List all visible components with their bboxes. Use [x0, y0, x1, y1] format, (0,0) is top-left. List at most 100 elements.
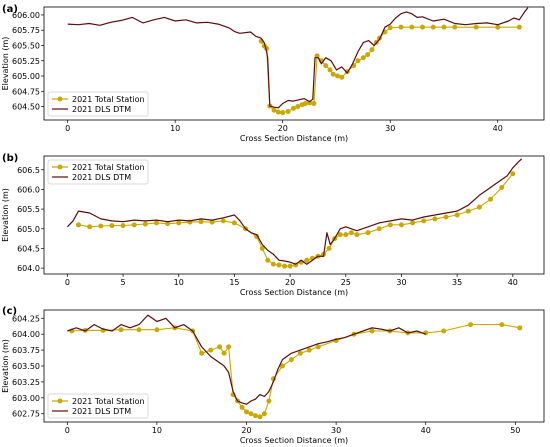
- legend-entry-label: 2021 Total Station: [72, 163, 145, 172]
- legend-box: [47, 91, 149, 117]
- data-point-total-station: [257, 414, 263, 420]
- data-point-total-station: [360, 55, 366, 61]
- x-tick-label: 35: [452, 278, 462, 287]
- panel-2: (b) 0 5 10 15 20 25 30 35 40 604.0 604.5 605.0 605.5 6…: [1, 153, 545, 297]
- data-point-total-station: [423, 330, 429, 336]
- y-tick-label: 603.50: [12, 362, 40, 371]
- data-point-total-station: [282, 263, 288, 269]
- data-point-total-station: [120, 223, 126, 229]
- y-tick-label: 604.5: [17, 244, 40, 253]
- x-axis-label: Cross Section Distance (m): [240, 436, 348, 445]
- x-tick-label: 20: [285, 278, 295, 287]
- y-tick-label: 605.0: [17, 225, 40, 234]
- x-axis-label: Cross Section Distance (m): [240, 134, 348, 143]
- x-axis-label: Cross Section Distance (m): [240, 288, 348, 297]
- x-tick-label: 10: [170, 124, 180, 133]
- data-point-total-station: [231, 220, 237, 226]
- data-point-total-station: [365, 52, 371, 58]
- data-point-total-station: [335, 73, 341, 79]
- data-point-total-station: [432, 216, 438, 222]
- data-point-total-station: [421, 218, 427, 224]
- data-point-total-station: [495, 24, 501, 30]
- y-tick-label: 604.0: [17, 264, 40, 273]
- y-tick-label: 603.25: [12, 378, 40, 387]
- data-point-total-station: [261, 411, 267, 417]
- data-point-total-station: [315, 344, 321, 350]
- panel-label: (b): [2, 153, 18, 164]
- data-point-total-station: [468, 322, 474, 328]
- x-tick-label: 40: [421, 426, 431, 435]
- data-point-total-station: [118, 327, 124, 333]
- x-tick-label: 0: [65, 278, 70, 287]
- y-tick-label: 605.5: [17, 205, 40, 214]
- data-point-total-station: [443, 214, 449, 220]
- data-point-total-station: [226, 344, 232, 350]
- data-point-total-station: [244, 409, 250, 415]
- y-tick-label: 605.50: [12, 41, 40, 50]
- data-point-total-station: [76, 222, 82, 228]
- data-point-total-station: [220, 218, 226, 224]
- data-point-total-station: [285, 108, 291, 114]
- y-tick-label: 605.75: [12, 26, 40, 35]
- data-point-total-station: [131, 222, 137, 228]
- data-point-total-station: [199, 350, 205, 356]
- data-point-total-station: [265, 257, 271, 263]
- y-axis-label: Elevation (m): [1, 339, 10, 393]
- panel-1: (a) 0 10 20 30 40 604.50 604.75 605.00 605.25 605.…: [1, 4, 545, 143]
- x-tick-label: 10: [152, 426, 162, 435]
- x-tick-label: 30: [396, 278, 406, 287]
- data-point-total-station: [271, 107, 277, 113]
- data-point-total-station: [398, 24, 404, 30]
- data-point-total-station: [369, 328, 375, 334]
- data-point-total-station: [488, 196, 494, 202]
- x-tick-label: 40: [508, 278, 518, 287]
- data-point-total-station: [287, 263, 293, 269]
- data-point-total-station: [419, 24, 425, 30]
- x-tick-label: 25: [341, 278, 351, 287]
- series-line-dls-dtm: [67, 7, 529, 109]
- data-point-total-station: [221, 350, 227, 356]
- x-tick-label: 0: [65, 124, 70, 133]
- data-point-total-station: [330, 71, 336, 77]
- legend-swatch-marker: [57, 398, 63, 404]
- data-point-total-station: [288, 357, 294, 363]
- data-point-total-station: [327, 67, 333, 73]
- data-point-total-station: [248, 411, 254, 417]
- data-point-total-station: [259, 245, 265, 251]
- y-tick-label: 604.75: [12, 87, 40, 96]
- data-point-total-station: [311, 101, 317, 107]
- data-point-total-station: [239, 404, 245, 410]
- data-point-total-station: [441, 328, 447, 334]
- x-tick-label: 5: [121, 278, 126, 287]
- data-point-total-station: [208, 347, 214, 353]
- y-axis-label: Elevation (m): [1, 188, 10, 242]
- plot-series: [67, 314, 523, 420]
- data-point-total-station: [297, 350, 303, 356]
- legend-swatch-marker: [57, 96, 63, 102]
- data-point-total-station: [376, 226, 382, 232]
- y-tick-label: 604.25: [12, 314, 40, 323]
- x-tick-label: 20: [241, 426, 251, 435]
- data-point-total-station: [266, 398, 272, 404]
- y-tick-label: 605.25: [12, 57, 40, 66]
- data-point-total-station: [302, 101, 308, 107]
- data-point-total-station: [499, 184, 505, 190]
- data-point-total-station: [365, 230, 371, 236]
- data-point-total-station: [295, 104, 301, 110]
- data-point-total-station: [354, 232, 360, 238]
- legend-box: [47, 159, 149, 185]
- data-point-total-station: [410, 220, 416, 226]
- x-tick-label: 30: [331, 426, 341, 435]
- data-point-total-station: [454, 212, 460, 218]
- y-tick-label: 604.00: [12, 330, 40, 339]
- legend-entry-label: 2021 Total Station: [72, 397, 145, 406]
- panel-label: (c): [2, 306, 17, 317]
- data-point-total-station: [198, 219, 204, 225]
- data-point-total-station: [280, 110, 286, 116]
- data-point-total-station: [217, 344, 223, 350]
- data-point-total-station: [154, 327, 160, 333]
- data-point-total-station: [387, 25, 393, 31]
